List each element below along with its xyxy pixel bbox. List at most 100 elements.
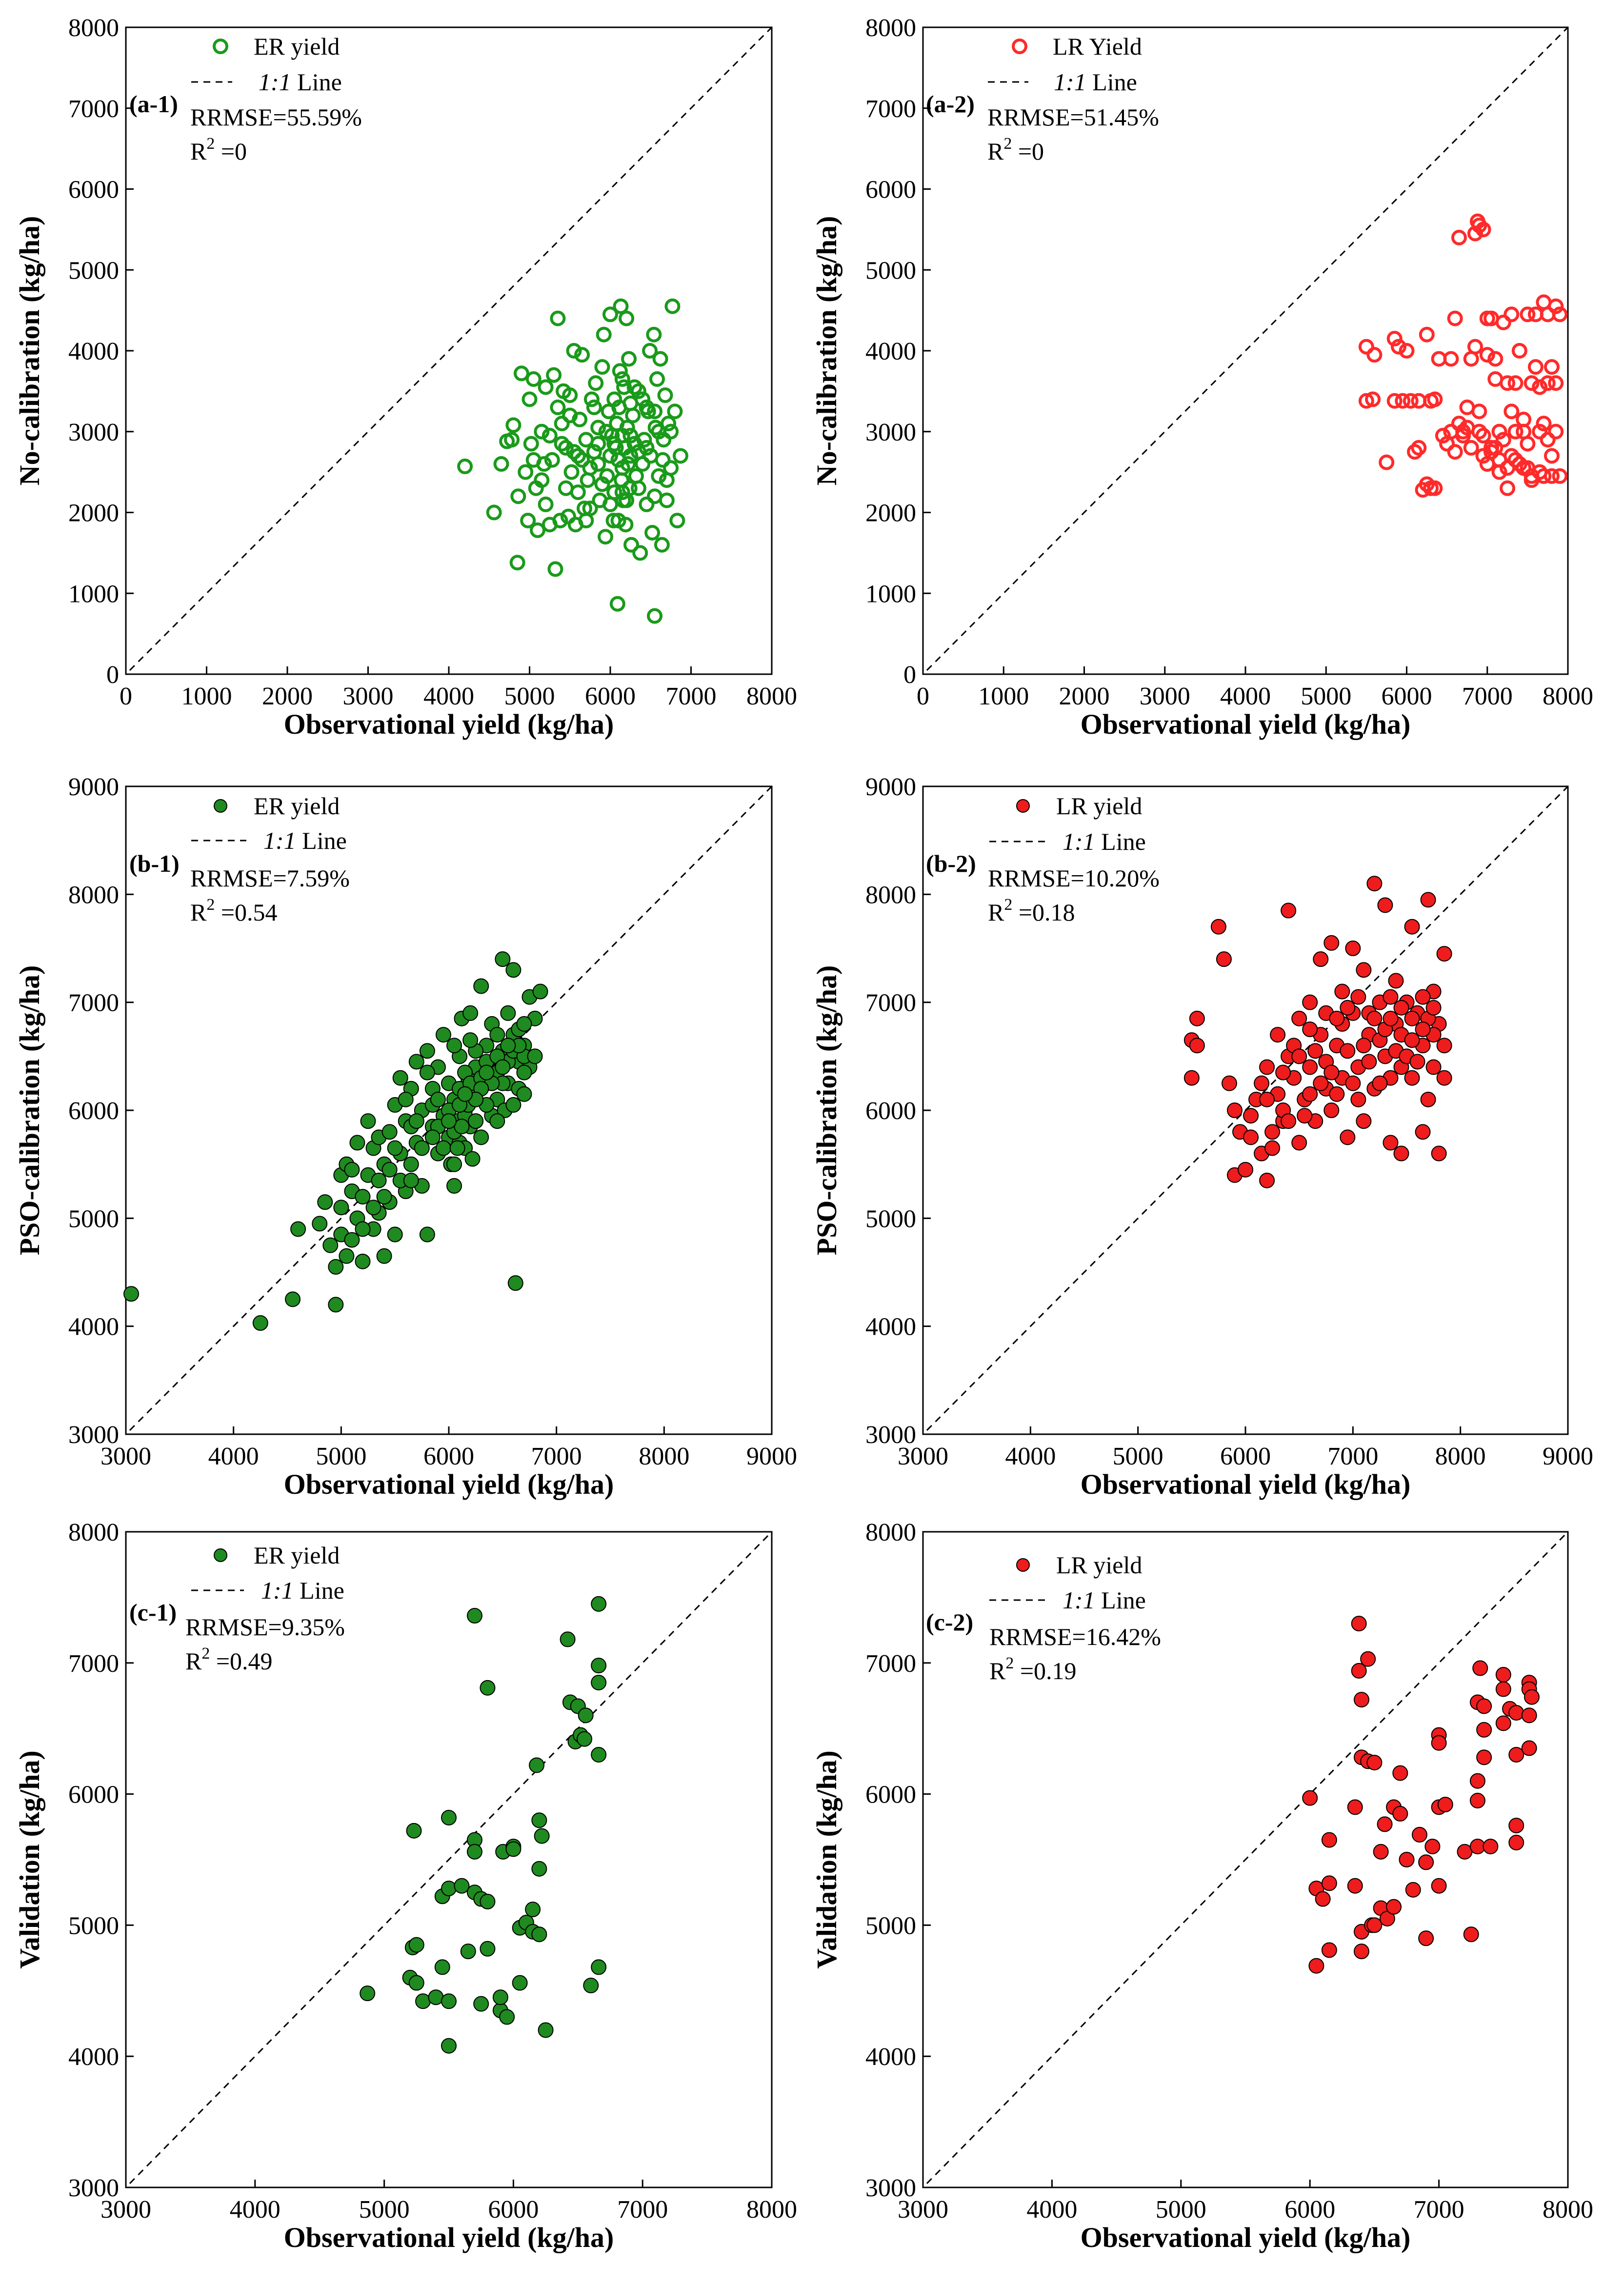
y-tick-label: 8000: [68, 881, 119, 909]
r2-label: R2 =0.54: [190, 896, 278, 926]
y-tick-label: 9000: [865, 773, 916, 801]
data-point: [493, 456, 509, 472]
data-point: [529, 1757, 545, 1773]
data-point: [415, 1993, 431, 2009]
data-point: [1508, 1746, 1524, 1763]
data-point: [1536, 416, 1552, 432]
data-point: [642, 343, 658, 359]
panel-c-2: 3000 4000 5000 6000 7000 8000 3000 4000 5000 6000…: [811, 1519, 1593, 2253]
data-point: [414, 1140, 430, 1156]
y-tick-label: 5000: [68, 1912, 119, 1940]
data-point: [446, 1038, 462, 1054]
legend-series-label: LR yield: [1056, 792, 1142, 820]
data-point: [591, 1959, 607, 1975]
data-point: [1366, 347, 1383, 363]
data-point: [419, 1226, 435, 1243]
data-point: [1321, 1832, 1337, 1848]
data-point: [663, 423, 679, 440]
data-point: [492, 1989, 508, 2005]
data-point: [1463, 1926, 1479, 1943]
data-point: [1487, 440, 1504, 456]
data-point: [505, 1841, 521, 1857]
data-point: [1347, 1878, 1363, 1894]
x-axis-title: Observational yield (kg/ha): [284, 708, 614, 740]
panel-b-1: 3000 4000 5000 6000 7000 8000 9000 3000 4000 5000…: [14, 773, 797, 1500]
data-point: [1420, 892, 1436, 908]
y-tick-label: 7000: [68, 1650, 119, 1678]
data-point: [574, 452, 590, 468]
data-point: [505, 962, 521, 978]
data-point: [464, 1151, 481, 1167]
data-point: [1210, 919, 1226, 935]
data-point: [1259, 1172, 1275, 1188]
data-point: [664, 298, 681, 314]
plot-frame: [922, 1531, 1569, 2188]
data-point: [531, 1926, 547, 1943]
data-point: [591, 1658, 607, 1674]
data-point: [1544, 468, 1560, 484]
data-point: [516, 1086, 532, 1102]
data-point: [1243, 1108, 1259, 1124]
data-point: [408, 1975, 424, 1991]
data-point: [1383, 1135, 1399, 1151]
data-point: [578, 1707, 594, 1724]
data-point: [1281, 902, 1297, 919]
data-point: [333, 1200, 349, 1216]
data-point: [1393, 1145, 1409, 1162]
data-point: [1479, 347, 1495, 363]
data-point: [1532, 423, 1548, 440]
data-point: [574, 347, 590, 363]
data-point: [1243, 1129, 1259, 1145]
data-point: [513, 365, 529, 381]
data-point: [583, 1978, 599, 1994]
y-axis-title: No-calibration (kg/ha): [811, 216, 842, 486]
data-point: [419, 1064, 435, 1081]
data-point: [1329, 1010, 1345, 1026]
x-tick-label: 5000: [1113, 1443, 1163, 1470]
data-point: [1216, 951, 1232, 967]
data-point: [1238, 1162, 1253, 1178]
data-point: [441, 2038, 457, 2054]
data-point: [1540, 375, 1556, 391]
x-axis-title: Observational yield (kg/ha): [284, 1468, 614, 1500]
data-point: [1291, 1010, 1307, 1026]
data-point: [560, 1631, 576, 1647]
rrmse-label: RRMSE=51.45%: [987, 103, 1159, 131]
y-tick-label: 3000: [865, 1421, 916, 1449]
data-point: [538, 496, 554, 512]
y-tick-label: 7000: [68, 95, 119, 123]
data-point: [1334, 983, 1350, 1000]
panel-label: (b-2): [926, 850, 976, 877]
r2-label: R2 =0: [190, 135, 247, 165]
data-point: [489, 1027, 505, 1043]
x-tick-label: 8000: [639, 1443, 689, 1470]
data-point: [1313, 1075, 1329, 1091]
legend-marker: [1016, 799, 1030, 813]
data-point: [387, 1226, 403, 1243]
data-point: [365, 1200, 381, 1216]
data-point: [1383, 989, 1399, 1005]
one-to-one-line: [129, 26, 773, 671]
data-point: [1395, 393, 1411, 409]
data-point: [652, 351, 668, 367]
data-point: [651, 468, 667, 484]
data-point: [403, 1172, 419, 1188]
data-point: [500, 1005, 516, 1021]
data-point: [563, 464, 580, 480]
data-point: [572, 411, 588, 427]
data-point: [473, 1129, 489, 1145]
y-tick-label: 8000: [865, 1519, 916, 1546]
data-point: [512, 1975, 528, 1991]
data-point: [479, 1064, 495, 1081]
data-point: [619, 492, 635, 508]
data-point: [1476, 1749, 1492, 1765]
x-tick-label: 3000: [898, 1443, 948, 1470]
x-tick-label: 7000: [666, 682, 717, 710]
data-point: [387, 1140, 403, 1156]
x-tick-label: 2000: [262, 682, 313, 710]
rrmse-label: RRMSE=9.35%: [185, 1613, 345, 1641]
data-point: [460, 1944, 476, 1960]
data-point: [598, 423, 614, 440]
x-tick-label: 6000: [585, 682, 636, 710]
data-point: [1189, 1038, 1205, 1054]
